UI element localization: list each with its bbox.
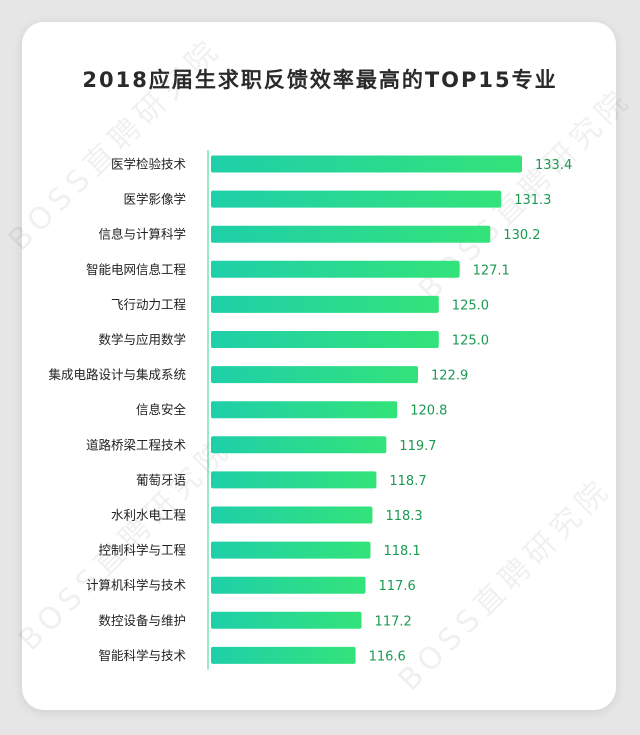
bar	[211, 576, 366, 594]
category-label: 水利水电工程	[111, 508, 187, 523]
category-label: 信息与计算科学	[98, 227, 186, 242]
bar	[211, 295, 439, 313]
bar	[211, 646, 356, 664]
value-label: 133.4	[535, 158, 572, 173]
bar	[211, 611, 362, 629]
chart-title: 2018应届生求职反馈效率最高的TOP15专业	[82, 68, 558, 92]
category-label: 智能科学与技术	[98, 648, 186, 663]
category-label: 智能电网信息工程	[86, 262, 187, 277]
value-label: 119.7	[399, 439, 436, 454]
value-label: 125.0	[452, 298, 489, 313]
bar	[211, 155, 522, 173]
value-label: 130.2	[503, 228, 540, 243]
category-label: 计算机科学与技术	[86, 578, 187, 593]
bar	[211, 401, 398, 419]
category-label: 道路桥梁工程技术	[86, 437, 187, 452]
category-label: 数控设备与维护	[98, 613, 186, 628]
value-label: 118.1	[383, 544, 420, 559]
category-label: 集成电路设计与集成系统	[48, 367, 186, 382]
bar	[211, 471, 377, 489]
value-label: 117.2	[375, 614, 412, 629]
value-label: 117.6	[379, 579, 416, 594]
category-label: 医学影像学	[123, 192, 186, 207]
value-label: 131.3	[514, 193, 551, 208]
bar	[211, 436, 387, 454]
category-label: 数学与应用数学	[98, 332, 186, 347]
category-label: 信息安全	[136, 402, 187, 417]
value-label: 118.7	[389, 474, 426, 489]
value-label: 118.3	[385, 509, 422, 524]
bar	[211, 225, 491, 243]
category-label: 控制科学与工程	[98, 543, 186, 558]
bar	[211, 506, 373, 524]
chart-card	[22, 22, 616, 710]
category-label: 飞行动力工程	[111, 297, 187, 312]
category-label: 医学检验技术	[111, 157, 187, 172]
bar	[211, 541, 371, 559]
bar	[211, 331, 439, 348]
value-label: 120.8	[410, 404, 447, 419]
value-label: 125.0	[452, 334, 489, 349]
bar	[211, 190, 502, 208]
value-label: 122.9	[431, 369, 468, 384]
bar	[211, 260, 460, 278]
value-label: 127.1	[473, 263, 510, 278]
bar	[211, 366, 419, 384]
value-label: 116.6	[369, 649, 406, 664]
category-label: 葡萄牙语	[136, 472, 186, 487]
